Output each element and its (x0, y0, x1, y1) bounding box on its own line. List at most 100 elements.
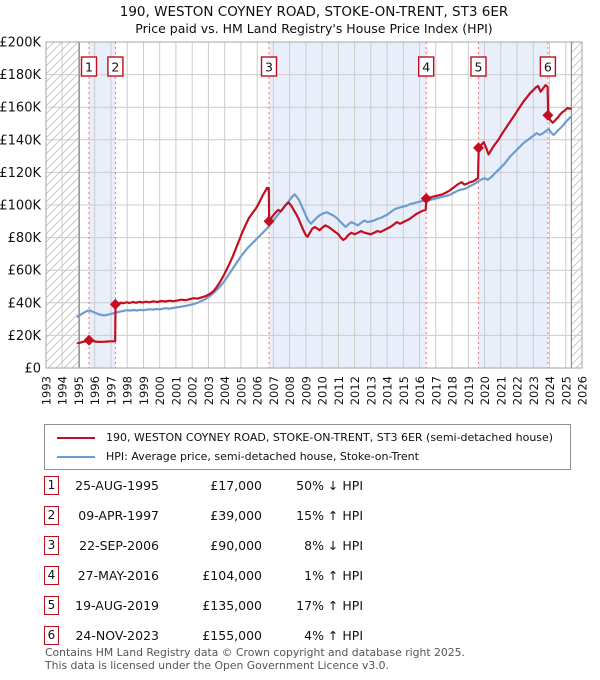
x-tick-label: 1998 (121, 376, 135, 405)
y-tick-label: £140K (0, 133, 41, 148)
sale-number-label: 1 (85, 60, 93, 75)
x-tick-label: 2021 (494, 376, 508, 405)
x-tick-label: 2018 (446, 376, 460, 405)
sale-number-label: 2 (111, 60, 119, 75)
x-tick-label: 1993 (40, 376, 54, 405)
sale-date: 25-AUG-1995 (75, 477, 159, 493)
sale-row: 2 09-APR-1997 £39,000 15% ↑ HPI (44, 500, 564, 530)
legend-entry-hpi: HPI: Average price, semi-detached house,… (45, 447, 570, 466)
x-tick-label: 2005 (234, 376, 248, 405)
x-tick-label: 2022 (511, 376, 525, 405)
page-title: 190, WESTON COYNEY ROAD, STOKE-ON-TRENT,… (119, 4, 509, 20)
sale-point (109, 298, 121, 310)
price-line-label: 190, WESTON COYNEY ROAD, STOKE-ON-TRENT,… (106, 431, 554, 444)
sale-number-box (80, 56, 98, 77)
y-tick-label: £20K (8, 329, 42, 344)
sale-vs-hpi: 15% ↑ HPI (296, 507, 363, 523)
sale-point (83, 334, 95, 346)
y-tick-label: £100K (0, 199, 41, 214)
sale-date: 24-NOV-2023 (75, 627, 159, 643)
x-tick-label: 2012 (348, 376, 362, 405)
sale-vs-hpi: 17% ↑ HPI (296, 597, 363, 613)
footer: Contains HM Land Registry data © Crown c… (45, 646, 585, 672)
hpi-line (76, 115, 572, 318)
sale-number-label: 6 (544, 60, 552, 75)
sale-price: £90,000 (210, 537, 262, 553)
sale-price: £155,000 (202, 627, 262, 643)
x-tick-label: 2010 (316, 376, 330, 405)
sale-vs-hpi: 8% ↓ HPI (304, 537, 363, 553)
sale-number-badge: 3 (44, 535, 59, 555)
x-tick-label: 1995 (72, 376, 86, 405)
sale-row: 5 19-AUG-2019 £135,000 17% ↑ HPI (44, 590, 564, 620)
x-tick-label: 1994 (56, 376, 70, 405)
sale-point (263, 215, 275, 227)
x-tick-label: 2003 (202, 376, 216, 405)
y-tick-label: £120K (0, 166, 41, 181)
hpi-line-label: HPI: Average price, semi-detached house,… (106, 450, 419, 463)
hpi-line-swatch (57, 455, 95, 458)
x-tick-label: 2007 (267, 376, 281, 405)
sale-row: 4 27-MAY-2016 £104,000 1% ↑ HPI (44, 560, 564, 590)
x-tick-label: 2006 (251, 376, 265, 405)
sale-row: 1 25-AUG-1995 £17,000 50% ↓ HPI (44, 470, 564, 500)
footer-copyright: Contains HM Land Registry data © Crown c… (45, 646, 465, 659)
no-data-hatch (571, 42, 582, 368)
sale-row: 6 24-NOV-2023 £155,000 4% ↑ HPI (44, 620, 564, 650)
sale-price: £135,000 (202, 597, 262, 613)
x-tick-label: 2024 (543, 376, 557, 405)
price-paid-line (76, 84, 572, 345)
sale-row: 3 22-SEP-2006 £90,000 8% ↓ HPI (44, 530, 564, 560)
x-tick-label: 2020 (478, 376, 492, 405)
sale-number-badge: 4 (44, 565, 59, 585)
y-tick-label: £0 (24, 362, 41, 377)
x-tick-label: 1999 (137, 376, 151, 405)
x-tick-label: 2023 (527, 376, 541, 405)
chart-legend: 190, WESTON COYNEY ROAD, STOKE-ON-TRENT,… (44, 424, 571, 470)
x-tick-label: 2017 (429, 376, 443, 405)
x-tick-label: 1997 (105, 376, 119, 405)
sale-number-badge: 1 (44, 475, 59, 495)
footer-licence: This data is licensed under the Open Gov… (45, 659, 389, 672)
y-tick-label: £60K (8, 264, 42, 279)
sale-number-box (260, 56, 278, 77)
x-tick-label: 1996 (88, 376, 102, 405)
x-tick-label: 2025 (559, 376, 573, 405)
x-tick-label: 2004 (218, 376, 232, 405)
sale-number-label: 5 (475, 60, 483, 75)
sale-vs-hpi: 1% ↑ HPI (304, 567, 363, 583)
y-tick-label: £40K (8, 296, 42, 311)
x-tick-label: 2026 (576, 376, 590, 405)
sale-number-box (539, 56, 557, 77)
sales-table: 1 25-AUG-1995 £17,000 50% ↓ HPI 2 09-APR-1997… (44, 470, 564, 650)
plot-border (45, 41, 583, 369)
x-tick-label: 2015 (397, 376, 411, 405)
y-tick-label: £80K (8, 231, 42, 246)
sale-number-badge: 5 (44, 595, 59, 615)
sale-date: 22-SEP-2006 (79, 537, 159, 553)
x-tick-label: 2014 (381, 376, 395, 405)
sale-date: 27-MAY-2016 (77, 567, 159, 583)
y-tick-label: £180K (0, 68, 41, 83)
sale-date: 19-AUG-2019 (75, 597, 159, 613)
chart-header: 190, WESTON COYNEY ROAD, STOKE-ON-TRENT,… (28, 4, 600, 37)
sale-vs-hpi: 50% ↓ HPI (296, 477, 363, 493)
sale-number-badge: 6 (44, 625, 59, 645)
x-tick-label: 2013 (364, 376, 378, 405)
price-chart: 1 2 3 4 5 6 £0 £20K £40K £60K £80K £100K £120K £140K £… (0, 36, 590, 406)
sale-date: 09-APR-1997 (78, 507, 159, 523)
sale-number-badge: 2 (44, 505, 59, 525)
legend-entry-price-paid: 190, WESTON COYNEY ROAD, STOKE-ON-TRENT,… (45, 428, 570, 447)
sale-vs-hpi: 4% ↑ HPI (304, 627, 363, 643)
x-tick-label: 2011 (332, 376, 346, 405)
sale-number-label: 3 (265, 60, 273, 75)
sale-number-box (107, 56, 124, 77)
sale-number-box (418, 56, 435, 77)
x-tick-label: 2009 (299, 376, 313, 405)
x-tick-label: 2019 (462, 376, 476, 405)
sale-number-label: 4 (422, 60, 430, 75)
x-tick-label: 2016 (413, 376, 427, 405)
sale-price: £104,000 (202, 567, 262, 583)
sale-point (473, 142, 484, 154)
